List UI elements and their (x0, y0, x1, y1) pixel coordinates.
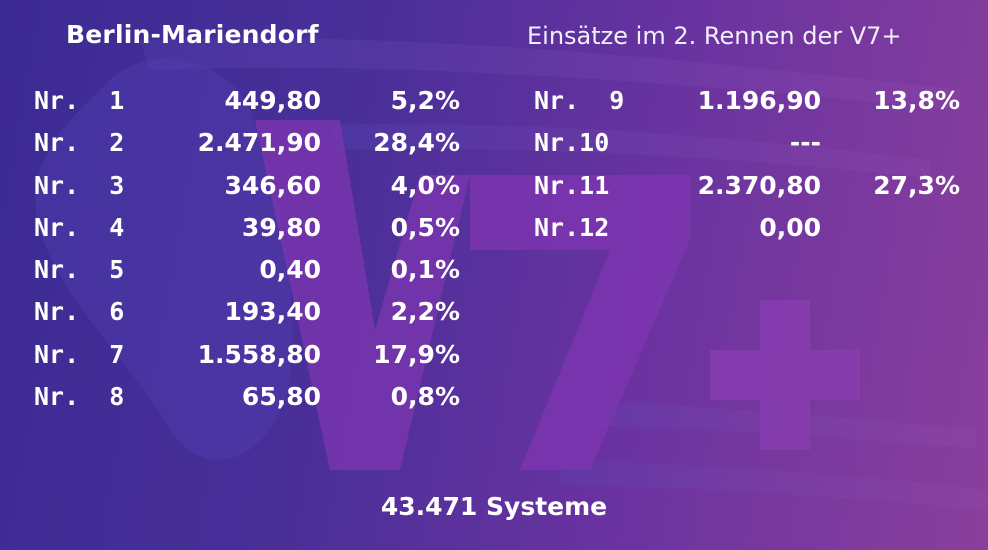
table-row: Nr. 1 449,80 5,2% (34, 80, 464, 122)
horse-number: Nr. 9 (534, 86, 625, 115)
horse-number: Nr. 3 (34, 170, 125, 200)
stake-amount: --- (789, 128, 821, 158)
stake-percent: 0,8% (390, 382, 460, 412)
stake-percent: 0,1% (390, 255, 460, 285)
table-row: Nr.11 2.370,80 27,3% (534, 165, 964, 207)
stake-amount: 0,00 (759, 212, 821, 242)
stake-percent: 17,9% (373, 339, 460, 369)
table-row: Nr. 5 0,40 0,1% (34, 249, 464, 291)
horse-number: Nr. 1 (34, 86, 125, 115)
stake-percent: 13,8% (873, 86, 960, 115)
venue-title: Berlin-Mariendorf (66, 20, 319, 49)
stake-amount: 2.471,90 (197, 128, 321, 158)
horse-number: Nr. 8 (34, 382, 125, 412)
horse-number: Nr. 5 (34, 255, 125, 285)
table-row: Nr. 8 65,80 0,8% (34, 376, 464, 418)
horse-number: Nr.10 (534, 128, 610, 158)
table-row: Nr. 9 1.196,90 13,8% (534, 80, 964, 122)
horse-number: Nr.11 (534, 170, 610, 200)
stake-percent: 28,4% (373, 128, 460, 158)
table-row: Nr. 3 346,60 4,0% (34, 165, 464, 207)
systems-count: 43.471 Systeme (380, 492, 608, 521)
stake-percent: 27,3% (873, 170, 960, 200)
horse-number: Nr. 7 (34, 339, 125, 369)
horse-number: Nr. 6 (34, 297, 125, 327)
table-row: Nr. 2 2.471,90 28,4% (34, 122, 464, 164)
stake-amount: 1.558,80 (197, 339, 321, 369)
horse-number: Nr.12 (534, 212, 610, 242)
right-column: Nr. 9 1.196,90 13,8% Nr.10 --- Nr.11 2.370,80 2… (534, 80, 964, 249)
stake-percent: 2,2% (390, 297, 460, 327)
stake-amount: 193,40 (224, 297, 321, 327)
race-subtitle: Einsätze im 2. Rennen der V7+ (527, 22, 902, 50)
stake-amount: 2.370,80 (697, 170, 821, 200)
left-column: Nr. 1 449,80 5,2% Nr. 2 2.471,90 28,4% Nr. 3 34… (34, 80, 464, 418)
stake-percent: 5,2% (390, 86, 460, 115)
table-row: Nr. 6 193,40 2,2% (34, 291, 464, 333)
table-row: Nr.12 0,00 (534, 207, 964, 249)
stake-amount: 0,40 (259, 255, 321, 285)
stake-amount: 346,60 (224, 170, 321, 200)
stake-percent: 4,0% (390, 170, 460, 200)
horse-number: Nr. 4 (34, 212, 125, 242)
stake-amount: 1.196,90 (697, 86, 821, 115)
table-row: Nr. 4 39,80 0,5% (34, 207, 464, 249)
stake-amount: 65,80 (241, 382, 321, 412)
table-row: Nr.10 --- (534, 122, 964, 164)
stake-percent: 0,5% (390, 212, 460, 242)
table-row: Nr. 7 1.558,80 17,9% (34, 334, 464, 376)
stake-amount: 39,80 (241, 212, 321, 242)
horse-number: Nr. 2 (34, 128, 125, 158)
stake-amount: 449,80 (224, 86, 321, 115)
